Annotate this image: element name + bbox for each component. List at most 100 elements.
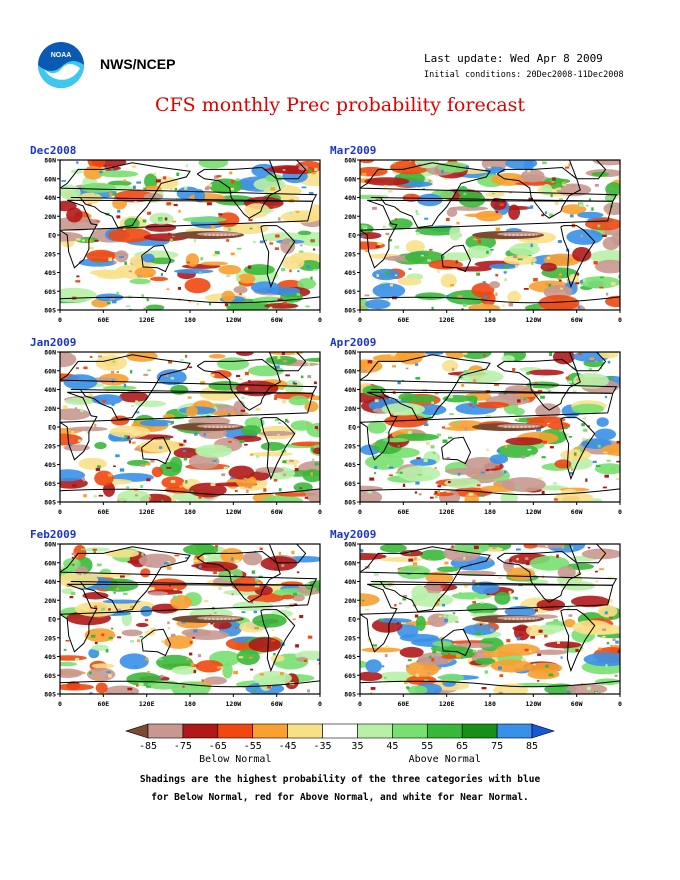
x-tick-label: 0 <box>58 316 62 324</box>
y-tick-label: 40N <box>344 386 356 394</box>
x-tick-label: 60W <box>271 700 283 708</box>
colorbar-label: -85 <box>139 741 157 752</box>
x-tick-label: 120E <box>139 700 155 708</box>
x-tick-label: 0 <box>618 508 622 516</box>
x-tick-label: 120E <box>139 508 155 516</box>
caption-line-2: for Below Normal, red for Above Normal, … <box>151 792 529 803</box>
colorbar-label: 65 <box>456 741 468 752</box>
colorbar-label: -65 <box>209 741 227 752</box>
x-tick-label: 120E <box>439 700 455 708</box>
panel-title: Feb2009 <box>30 528 77 541</box>
y-tick-label: 20S <box>44 250 56 258</box>
colorbar-label: 55 <box>421 741 433 752</box>
y-tick-label: 60N <box>344 175 356 183</box>
panel-1: Mar2009 80N 60N 40N 20N EQ 20S 40S 60S 80S 0 60E 12… <box>328 144 628 324</box>
y-tick-label: 60N <box>344 559 356 567</box>
colorbar-label: 45 <box>386 741 398 752</box>
panel-title: May2009 <box>330 528 377 541</box>
colorbar-swatch <box>287 723 323 739</box>
y-tick-label: EQ <box>348 424 356 432</box>
y-tick-label: 20N <box>344 213 356 221</box>
x-tick-label: 60E <box>397 508 409 516</box>
x-tick-label: 120W <box>226 316 242 324</box>
caption-line-1: Shadings are the highest probability of … <box>139 774 541 785</box>
coastlines <box>360 160 620 304</box>
y-tick-label: 20N <box>44 213 56 221</box>
y-tick-label: 20S <box>344 250 356 258</box>
panel-4: Feb2009 80N 60N 40N 20N EQ 20S 40S 60S 80S 0 60E 12… <box>28 528 328 708</box>
coastlines <box>60 160 320 304</box>
x-tick-label: 0 <box>358 508 362 516</box>
y-tick-label: 80S <box>344 307 356 315</box>
colorbar-label: -75 <box>174 741 192 752</box>
colorbar-label: -45 <box>279 741 297 752</box>
x-tick-label: 180 <box>484 316 496 324</box>
coastlines <box>60 352 320 496</box>
x-tick-label: 120W <box>526 316 542 324</box>
y-tick-label: 60S <box>344 288 356 296</box>
y-tick-label: 20N <box>44 597 56 605</box>
y-tick-label: EQ <box>48 616 56 624</box>
y-tick-label: 40S <box>344 653 356 661</box>
y-tick-label: 80S <box>44 499 56 507</box>
x-tick-label: 180 <box>184 508 196 516</box>
x-tick-label: 120E <box>439 316 455 324</box>
x-tick-label: 0 <box>618 316 622 324</box>
x-tick-label: 120W <box>526 700 542 708</box>
y-tick-label: 80N <box>344 157 356 165</box>
y-tick-label: 40S <box>344 461 356 469</box>
last-update: Last update: Wed Apr 8 2009 <box>424 52 603 65</box>
probability-shading <box>360 160 620 310</box>
y-tick-label: 80S <box>44 307 56 315</box>
colorbar-swatch <box>496 723 533 739</box>
y-tick-label: 60S <box>44 480 56 488</box>
panel-2: Jan2009 80N 60N 40N 20N EQ 20S 40S 60S 80S 0 60E 12… <box>28 336 328 516</box>
colorbar-swatch <box>217 723 254 739</box>
x-tick-label: 60W <box>271 508 283 516</box>
probability-shading <box>360 544 620 694</box>
colorbar-swatch <box>252 723 288 739</box>
x-tick-label: 0 <box>318 316 322 324</box>
x-tick-label: 0 <box>318 508 322 516</box>
y-tick-label: 60N <box>44 367 56 375</box>
panel-title: Mar2009 <box>330 144 377 157</box>
colorbar-swatch <box>426 723 463 739</box>
colorbar-swatch <box>182 723 219 739</box>
page-title: CFS monthly Prec probability forecast <box>154 94 526 116</box>
below-normal-label: Below Normal <box>199 754 271 765</box>
y-tick-label: EQ <box>348 232 356 240</box>
logo-text: NOAA <box>51 52 72 59</box>
y-tick-label: 40N <box>344 194 356 202</box>
noaa-logo: NOAA <box>36 40 86 90</box>
coastlines <box>360 544 620 688</box>
colorbar-swatch <box>392 723 428 739</box>
panel-title: Dec2008 <box>30 144 77 157</box>
y-tick-label: 20N <box>44 405 56 413</box>
y-tick-label: 20S <box>44 634 56 642</box>
y-tick-label: 80S <box>44 691 56 699</box>
x-tick-label: 0 <box>58 508 62 516</box>
x-tick-label: 180 <box>184 316 196 324</box>
y-tick-label: 60N <box>44 559 56 567</box>
x-tick-label: 60E <box>397 700 409 708</box>
y-tick-label: 20S <box>344 442 356 450</box>
y-tick-label: 80N <box>344 349 356 357</box>
x-tick-label: 60W <box>271 316 283 324</box>
panel-title: Jan2009 <box>30 336 77 349</box>
y-tick-label: 40S <box>44 461 56 469</box>
y-tick-label: EQ <box>48 232 56 240</box>
x-tick-label: 120E <box>439 508 455 516</box>
colorbar-swatch <box>147 723 184 739</box>
y-tick-label: 40N <box>44 386 56 394</box>
coastlines <box>360 352 620 496</box>
initial-conditions: Initial conditions: 20Dec2008-11Dec2008 <box>424 70 624 80</box>
y-tick-label: 80S <box>344 499 356 507</box>
colorbar-label: 35 <box>351 741 363 752</box>
y-tick-label: 40N <box>44 194 56 202</box>
panel-5: May2009 80N 60N 40N 20N EQ 20S 40S 60S 80S 0 60E 12… <box>328 528 628 708</box>
x-tick-label: 0 <box>318 700 322 708</box>
colorbar-label: -35 <box>314 741 332 752</box>
